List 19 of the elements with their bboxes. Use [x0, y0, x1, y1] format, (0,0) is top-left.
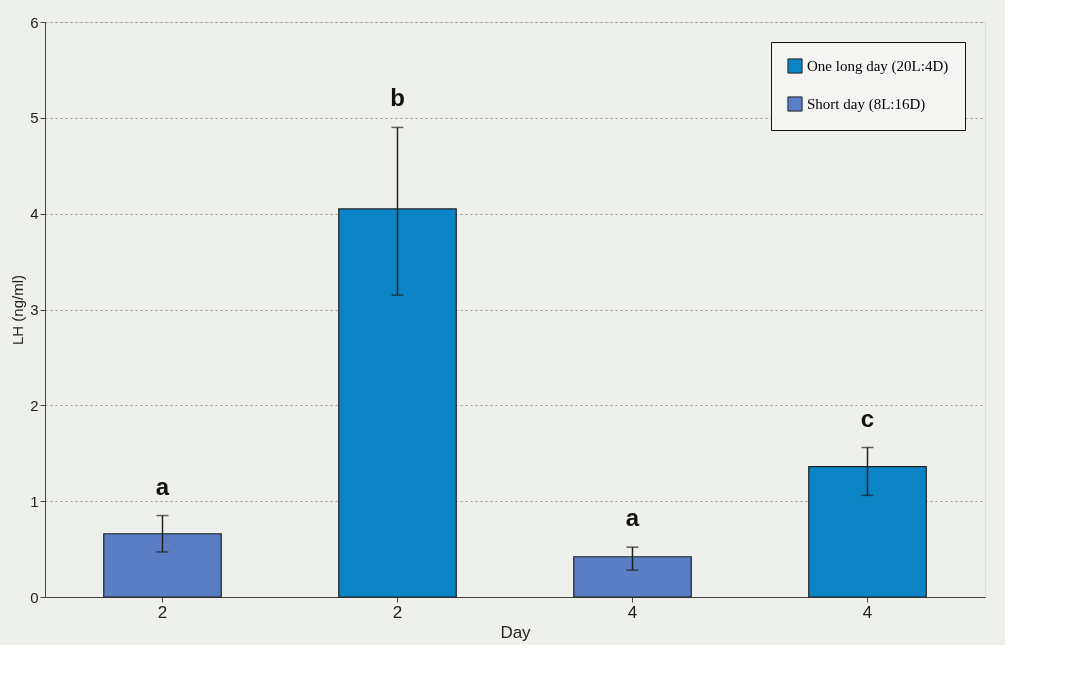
x-tick-label: 2: [392, 602, 403, 622]
x-tick-label: 4: [862, 602, 873, 622]
legend-label: Short day (8L:16D): [807, 96, 926, 113]
legend-label: One long day (20L:4D): [807, 58, 949, 75]
x-axis-title: Day: [500, 622, 532, 642]
annotation: b: [390, 84, 405, 112]
annotation: a: [155, 472, 170, 500]
y-axis-title: LH (ng/ml): [9, 274, 27, 346]
y-tick-label: 0: [30, 588, 39, 606]
annotation: c: [860, 404, 875, 432]
x-tick-label: 2: [157, 602, 168, 622]
y-tick-label: 2: [30, 396, 39, 414]
y-tick-label: 6: [30, 13, 39, 31]
y-tick-label: 3: [30, 301, 39, 318]
y-tick-label: 4: [30, 205, 39, 223]
y-tick-label: 5: [30, 109, 39, 127]
x-tick-label: 4: [627, 602, 638, 622]
y-tick-label: 1: [30, 492, 39, 510]
annotation: a: [625, 504, 640, 532]
